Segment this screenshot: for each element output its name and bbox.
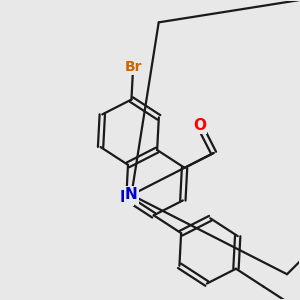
Text: O: O bbox=[193, 118, 206, 133]
Text: N: N bbox=[120, 190, 133, 205]
Text: N: N bbox=[125, 188, 138, 202]
Text: Br: Br bbox=[124, 60, 142, 74]
